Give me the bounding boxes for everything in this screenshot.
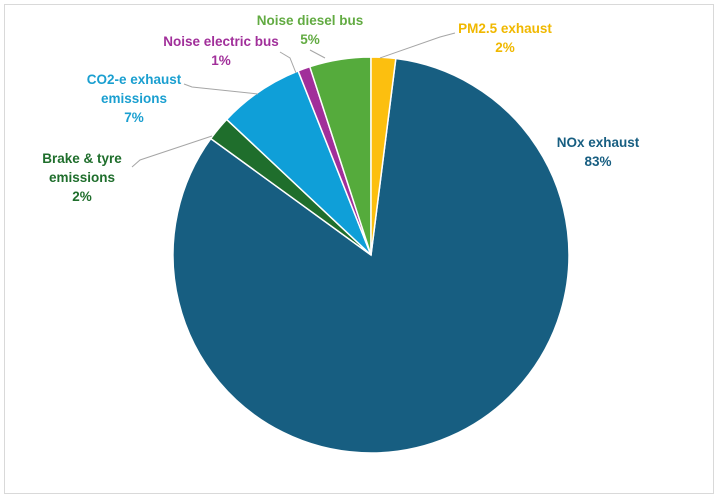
slice-name-noise-diesel-bus: Noise diesel bus [257,13,364,28]
slice-name-co2-e-exhaust-emissions: emissions [101,91,167,106]
slice-label-brake-tyre-emissions: Brake & tyre emissions 2% [42,151,122,204]
slice-value-noise-electric-bus: 1% [211,53,231,68]
slice-label-pm2-5-exhaust: PM2.5 exhaust 2% [458,21,552,55]
pie-slice-nox-exhaust [172,57,570,454]
slice-label-co2-e-exhaust-emissions: CO2-e exhaust emissions 7% [87,72,182,125]
slice-name-brake-tyre-emissions: Brake & tyre [42,151,122,166]
slice-value-brake-tyre-emissions: 2% [72,189,92,204]
leader-line-pm2-5-exhaust [379,32,456,59]
leader-line-noise-diesel-bus [309,49,326,59]
slice-name-noise-electric-bus: Noise electric bus [163,34,279,49]
leader-line-brake-tyre-emissions [131,135,213,168]
slice-name-pm2-5-exhaust: PM2.5 exhaust [458,21,552,36]
slice-name-co2-e-exhaust-emissions: CO2-e exhaust [87,72,182,87]
slice-name-nox-exhaust: NOx exhaust [557,135,640,150]
slice-label-noise-diesel-bus: Noise diesel bus 5% [257,13,364,47]
leader-line-noise-electric-bus [279,51,297,74]
leader-line-co2-e-exhaust-emissions [183,83,259,95]
slice-label-noise-electric-bus: Noise electric bus 1% [163,34,279,68]
slice-value-noise-diesel-bus: 5% [300,32,320,47]
slice-value-pm2-5-exhaust: 2% [495,40,515,55]
pie-slice-pm2-5-exhaust [370,56,397,256]
slice-value-nox-exhaust: 83% [584,154,611,169]
slice-name-brake-tyre-emissions: emissions [49,170,115,185]
slice-label-nox-exhaust: NOx exhaust 83% [557,135,640,169]
slice-value-co2-e-exhaust-emissions: 7% [124,110,144,125]
